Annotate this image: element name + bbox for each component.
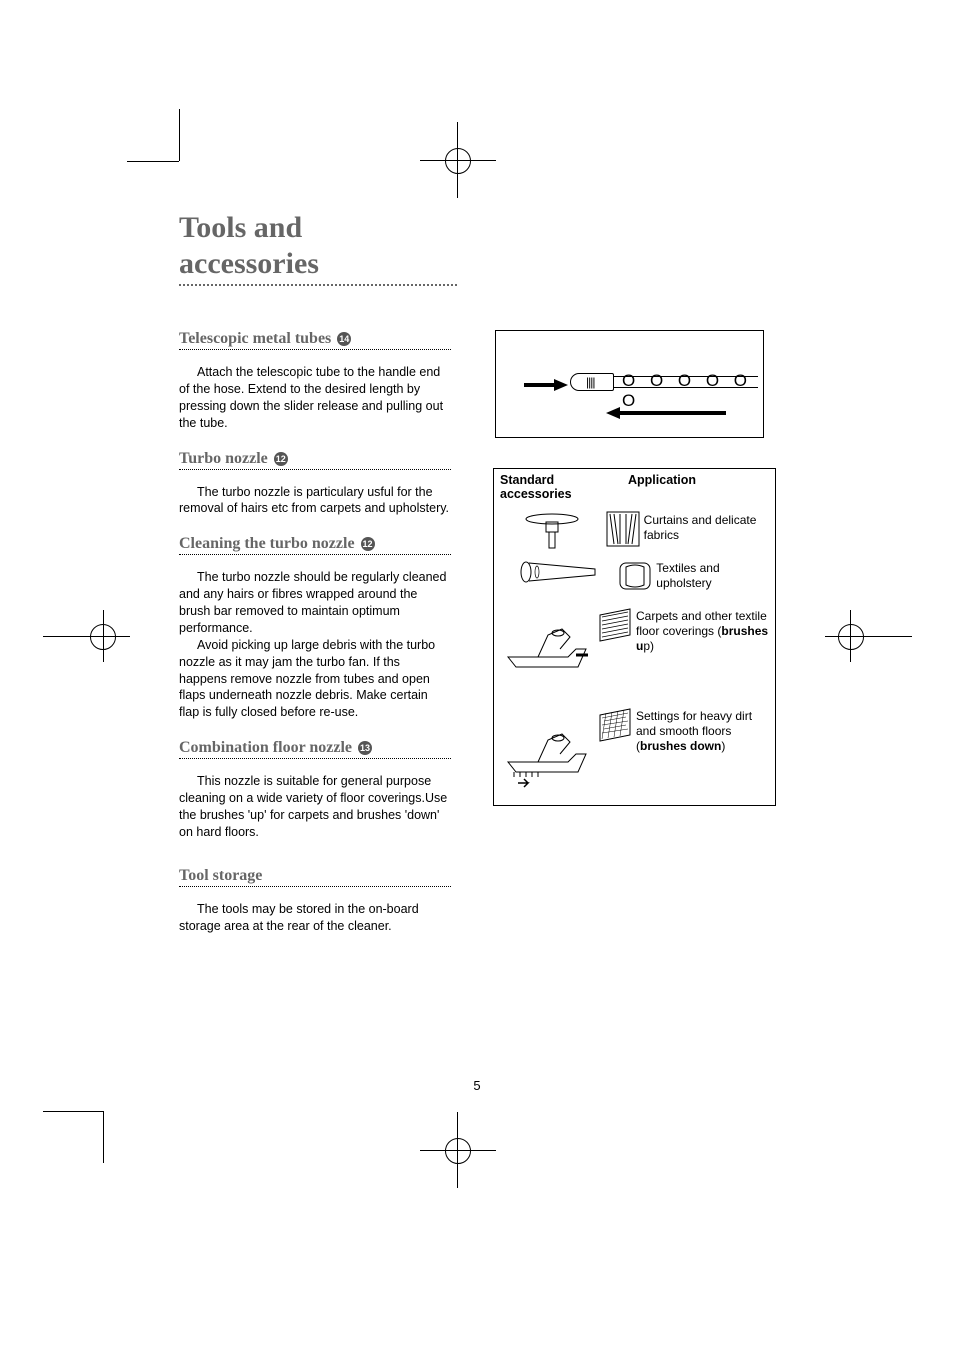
telescopic-tube-diagram: |||| O O O O O O [495, 330, 764, 438]
tube-holes-icon: O O O O O O [622, 371, 763, 411]
accessory-icon-cell [498, 607, 598, 687]
title-underline [179, 284, 457, 286]
section-body: The turbo nozzle is particulary usful fo… [179, 484, 451, 518]
accessory-icon-cell [498, 511, 606, 553]
crop-mark [103, 1111, 104, 1163]
section-telescopic: Telescopic metal tubes 14 Attach the tel… [179, 330, 451, 432]
header-text: Application [628, 473, 696, 487]
two-column-layout: Telescopic metal tubes 14 Attach the tel… [179, 330, 775, 952]
crop-mark [850, 636, 912, 637]
curtains-icon [606, 511, 640, 547]
page-number: 5 [0, 1078, 954, 1093]
heading-text: Tool storage [179, 867, 262, 885]
crop-mark [179, 109, 180, 161]
crop-mark [420, 160, 496, 161]
floor-nozzle-up-icon [498, 607, 598, 687]
arrow-left-icon [606, 407, 726, 419]
section-cleaning: Cleaning the turbo nozzle 12 The turbo n… [179, 535, 451, 721]
header-text: Standard [500, 473, 554, 487]
table-row: Textiles and upholstery [494, 557, 775, 605]
heading-underline [179, 469, 451, 470]
header-text: accessories [500, 487, 572, 501]
table-row: Curtains and delicate fabrics [494, 509, 775, 557]
section-body: Attach the telescopic tube to the handle… [179, 364, 451, 432]
paragraph: Attach the telescopic tube to the handle… [179, 364, 451, 432]
table-row: Carpets and other textile floor covering… [494, 605, 775, 705]
section-combination: Combination floor nozzle 13 This nozzle … [179, 739, 451, 841]
section-body: The tools may be stored in the on-board … [179, 901, 451, 935]
heading-text: Turbo nozzle [179, 450, 268, 468]
smooth-floor-icon [598, 707, 632, 743]
carpet-icon [598, 607, 632, 643]
crop-mark [420, 1150, 496, 1151]
heading-underline [179, 886, 451, 887]
table-header-accessories: Standard accessories [500, 473, 628, 501]
section-turbo: Turbo nozzle 12 The turbo nozzle is part… [179, 450, 451, 518]
heading-text: Combination floor nozzle [179, 739, 352, 757]
application-icon-cell [598, 607, 634, 648]
application-text: Curtains and delicate fabrics [642, 511, 771, 543]
paragraph: Avoid picking up large debris with the t… [179, 637, 451, 721]
section-heading: Combination floor nozzle 13 [179, 739, 451, 757]
dusting-brush-icon [524, 511, 580, 553]
accessory-icon-cell [498, 559, 618, 585]
floor-nozzle-down-icon [498, 707, 598, 797]
crop-mark [43, 1111, 103, 1112]
application-text: Textiles and upholstery [654, 559, 771, 591]
title-line1: Tools and [179, 211, 302, 244]
paragraph: The turbo nozzle is particulary usful fo… [179, 484, 451, 518]
registration-mark [838, 624, 864, 650]
tube-grip-icon: |||| [586, 375, 594, 389]
crop-mark [457, 122, 458, 198]
heading-underline [179, 349, 451, 350]
left-column: Telescopic metal tubes 14 Attach the tel… [179, 330, 451, 952]
text: ) [721, 739, 725, 753]
arrow-right-icon [524, 379, 568, 391]
crop-mark [43, 636, 103, 637]
paragraph: This nozzle is suitable for general purp… [179, 773, 451, 841]
reference-number-icon: 12 [274, 452, 288, 466]
text: p) [643, 639, 654, 653]
paragraph: The turbo nozzle should be regularly cle… [179, 569, 451, 637]
upholstery-icon [618, 559, 652, 593]
accessories-table: Standard accessories Application [493, 468, 776, 806]
registration-mark [445, 148, 471, 174]
title-line2: accessories [179, 247, 319, 280]
heading-underline [179, 758, 451, 759]
text-bold: brushes down [640, 739, 721, 753]
section-storage: Tool storage The tools may be stored in … [179, 867, 451, 935]
accessory-icon-cell [498, 707, 598, 797]
heading-underline [179, 554, 451, 555]
application-icon-cell [598, 707, 634, 748]
crop-mark [127, 161, 179, 162]
reference-number-icon: 13 [358, 741, 372, 755]
reference-number-icon: 14 [337, 332, 351, 346]
section-heading: Turbo nozzle 12 [179, 450, 451, 468]
paragraph: The tools may be stored in the on-board … [179, 901, 451, 935]
right-column: |||| O O O O O O Standard accessories [483, 330, 765, 952]
section-heading: Cleaning the turbo nozzle 12 [179, 535, 451, 553]
heading-text: Telescopic metal tubes [179, 330, 331, 348]
table-header-application: Application [628, 473, 696, 501]
table-row: Settings for heavy dirt and smooth floor… [494, 705, 775, 805]
crop-mark [457, 1112, 458, 1188]
application-text: Carpets and other textile floor covering… [634, 607, 771, 654]
application-icon-cell [606, 511, 642, 552]
section-body: This nozzle is suitable for general purp… [179, 773, 451, 841]
heading-text: Cleaning the turbo nozzle [179, 535, 355, 553]
crop-mark [103, 610, 104, 662]
crevice-tool-icon [519, 559, 597, 585]
section-body: The turbo nozzle should be regularly cle… [179, 569, 451, 721]
page-title: Tools and accessories [179, 210, 775, 282]
application-icon-cell [618, 559, 654, 598]
reference-number-icon: 12 [361, 537, 375, 551]
page-content: Tools and accessories Telescopic metal t… [179, 210, 775, 952]
section-heading: Telescopic metal tubes 14 [179, 330, 451, 348]
application-text: Settings for heavy dirt and smooth floor… [634, 707, 771, 754]
table-header-row: Standard accessories Application [494, 469, 775, 509]
section-heading: Tool storage [179, 867, 451, 885]
registration-mark [445, 1138, 471, 1164]
